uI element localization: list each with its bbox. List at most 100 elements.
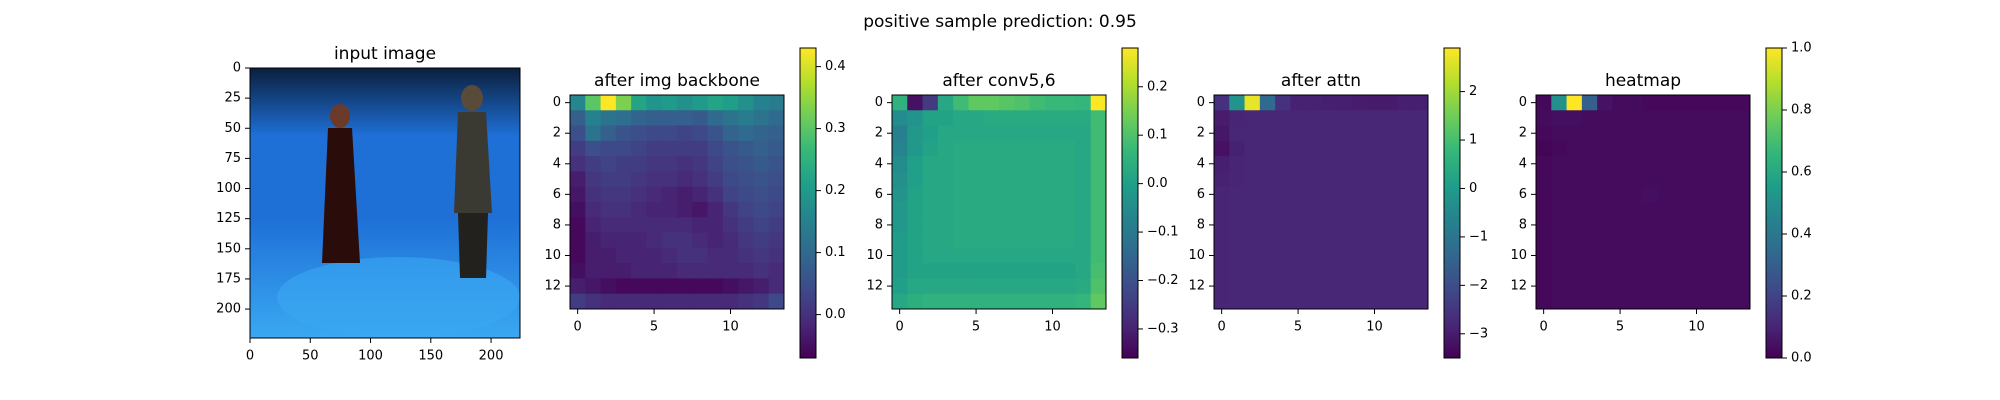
heatmap-cell bbox=[1566, 110, 1583, 127]
heatmap-cell bbox=[722, 110, 739, 127]
heatmap-cell bbox=[1566, 247, 1583, 264]
heatmap-cell bbox=[983, 232, 1000, 249]
heatmap-cell bbox=[661, 140, 678, 157]
heatmap-cell bbox=[953, 110, 969, 127]
x-tick-label: 10 bbox=[722, 320, 739, 335]
heatmap-cell bbox=[738, 232, 754, 249]
heatmap-cell bbox=[1351, 217, 1368, 234]
heatmap-cell bbox=[1566, 278, 1583, 295]
heatmap-cell bbox=[892, 186, 908, 203]
heatmap-cell bbox=[1688, 186, 1705, 203]
heatmap-cell bbox=[1719, 156, 1736, 172]
heatmap-cell bbox=[1075, 263, 1092, 279]
heatmap-cell bbox=[953, 232, 969, 249]
heatmap-cell bbox=[677, 202, 693, 218]
heatmap-cell bbox=[585, 232, 602, 249]
y-tick-label: 8 bbox=[553, 217, 561, 232]
y-tick-label: 12 bbox=[1188, 279, 1205, 294]
heatmap-cell bbox=[1366, 293, 1383, 310]
heatmap-cell bbox=[1090, 186, 1107, 203]
heatmap-cell bbox=[1060, 125, 1076, 142]
heatmap-cell bbox=[661, 278, 678, 295]
heatmap-cell bbox=[1382, 140, 1398, 157]
heatmap-cell bbox=[892, 171, 908, 188]
heatmap-cell bbox=[1060, 95, 1076, 111]
heatmap-cell bbox=[570, 125, 586, 142]
heatmap-cell bbox=[1244, 186, 1261, 203]
colorbar-tick-label: −0.1 bbox=[1147, 225, 1179, 240]
colorbar-tick-label: 0.3 bbox=[825, 121, 846, 136]
heatmap-cell bbox=[1090, 293, 1107, 310]
heatmap-cell bbox=[1412, 140, 1429, 157]
colorbar-tick-label: 1 bbox=[1469, 133, 1477, 148]
heatmap-cell bbox=[968, 140, 985, 157]
heatmap-cell bbox=[1014, 247, 1031, 264]
floor-highlight bbox=[277, 257, 520, 338]
heatmap-cell bbox=[753, 263, 770, 279]
heatmap-cell bbox=[1566, 263, 1583, 279]
heatmap-cell bbox=[1551, 263, 1568, 279]
heatmap-cell bbox=[1612, 186, 1629, 203]
heatmap-cell bbox=[983, 278, 1000, 295]
colorbar-tick-label: 0.2 bbox=[825, 183, 846, 198]
heatmap-cell bbox=[1643, 217, 1659, 234]
x-tick-label: 150 bbox=[418, 349, 443, 364]
heatmap-cell bbox=[1321, 232, 1337, 249]
heatmap-cell bbox=[1566, 156, 1583, 172]
heatmap-cell bbox=[1321, 278, 1337, 295]
heatmap-cell bbox=[1214, 263, 1230, 279]
heatmap-cell bbox=[631, 95, 647, 111]
heatmap-cell bbox=[1627, 293, 1644, 310]
heatmap-cell bbox=[1044, 156, 1061, 172]
heatmap-cell bbox=[1351, 202, 1368, 218]
person-left-body bbox=[322, 128, 360, 263]
heatmap-cell bbox=[692, 232, 709, 249]
heatmap-cell bbox=[707, 156, 724, 172]
heatmap-cell bbox=[1275, 95, 1291, 111]
heatmap-cell bbox=[615, 232, 632, 249]
y-tick-label: 75 bbox=[224, 151, 241, 166]
heatmap-cell bbox=[1229, 232, 1246, 249]
heatmap-cell bbox=[631, 156, 647, 172]
heatmap-frame bbox=[891, 94, 1107, 310]
heatmap-cell bbox=[1382, 156, 1398, 172]
heatmap-cell bbox=[907, 110, 924, 127]
heatmap-cell bbox=[1581, 186, 1598, 203]
heatmap-cell bbox=[907, 171, 924, 188]
colorbar-tick-label: −2 bbox=[1469, 278, 1488, 293]
heatmap-cell bbox=[585, 110, 602, 127]
heatmap-cell bbox=[922, 278, 939, 295]
heatmap-cell bbox=[1643, 263, 1659, 279]
heatmap-cell bbox=[1412, 202, 1429, 218]
heatmap-cell bbox=[1259, 186, 1276, 203]
heatmap-cell bbox=[1075, 278, 1092, 295]
heatmap-cell bbox=[722, 95, 739, 111]
x-tick-label: 5 bbox=[1294, 320, 1302, 335]
heatmap-cell bbox=[1029, 202, 1046, 218]
y-tick-label: 175 bbox=[216, 271, 241, 286]
heatmap-cell bbox=[1382, 232, 1398, 249]
y-tick-label: 0 bbox=[233, 61, 241, 76]
heatmap-cell bbox=[1029, 125, 1046, 142]
heatmap-cell bbox=[615, 140, 632, 157]
heatmap-cell bbox=[1090, 125, 1107, 142]
heatmap-cell bbox=[1244, 110, 1261, 127]
colorbar-tick-label: 0.8 bbox=[1791, 103, 1812, 118]
heatmap-cell bbox=[753, 140, 770, 157]
heatmap-cell bbox=[738, 171, 754, 188]
heatmap-cell bbox=[892, 293, 908, 310]
heatmap-cell bbox=[1536, 125, 1552, 142]
heatmap-cell bbox=[722, 171, 739, 188]
y-tick-label: 100 bbox=[216, 181, 241, 196]
heatmap-cell bbox=[1014, 217, 1031, 234]
heatmap-cell bbox=[585, 278, 602, 295]
heatmap-cell bbox=[907, 140, 924, 157]
colorbar bbox=[1443, 47, 1461, 359]
heatmap-cell bbox=[738, 110, 754, 127]
heatmap-cell bbox=[1597, 202, 1613, 218]
heatmap-cell bbox=[600, 232, 617, 249]
heatmap-cell bbox=[999, 263, 1015, 279]
person-left-head bbox=[330, 104, 350, 128]
heatmap-cell bbox=[600, 217, 617, 234]
heatmap-cell bbox=[1673, 247, 1690, 264]
